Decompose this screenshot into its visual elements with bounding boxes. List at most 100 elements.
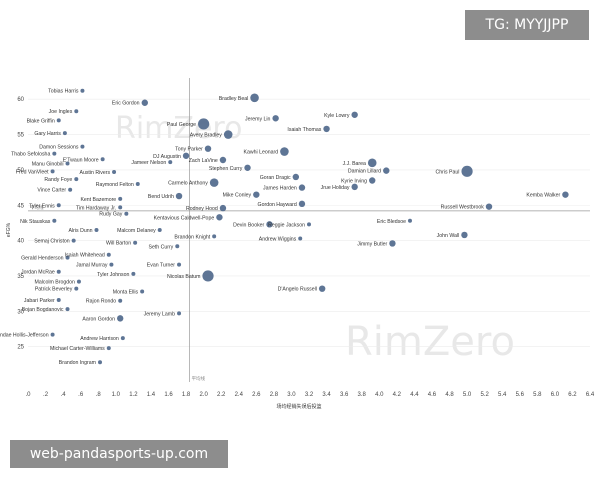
- point-label: Aaron Gordon: [82, 316, 115, 322]
- point-label: Jeremy Lin: [245, 116, 270, 122]
- point-label: Alris Dunn: [69, 228, 93, 234]
- data-point: [62, 131, 67, 136]
- point-label: Bradley Beal: [219, 96, 248, 102]
- data-point: [131, 271, 136, 276]
- point-label: Jamal Murray: [76, 263, 108, 269]
- point-label: Kyrie Irving: [341, 179, 367, 185]
- x-tick-label: 2.8: [270, 392, 279, 398]
- point-label: Jeremy Lamb: [144, 311, 176, 317]
- point-label: Austin Rivers: [79, 170, 110, 176]
- point-label: James Harden: [263, 186, 297, 192]
- x-tick-label: 5.4: [498, 392, 507, 398]
- data-point: [112, 170, 117, 175]
- data-point: [94, 228, 99, 232]
- data-point: [68, 187, 73, 192]
- data-point: [120, 336, 125, 341]
- point-label: Tyler Ennis: [29, 203, 55, 209]
- x-tick-label: 4.8: [445, 392, 454, 398]
- data-point: [298, 200, 306, 208]
- x-tick-label: 5.6: [516, 392, 525, 398]
- point-label: DJ Augustin: [153, 154, 181, 160]
- point-label: Joe Ingles: [49, 109, 73, 115]
- data-point: [74, 286, 79, 291]
- point-label: Brandon Ingram: [59, 360, 96, 366]
- data-point: [216, 214, 223, 221]
- bottom-left-badge: web-pandasports-up.com: [10, 440, 228, 468]
- data-point: [461, 165, 473, 177]
- data-point: [118, 205, 123, 210]
- data-point: [367, 158, 377, 168]
- point-label: Semaj Christon: [34, 239, 70, 245]
- x-tick-label: 4.0: [375, 392, 384, 398]
- point-label: Russell Westbrook: [441, 205, 485, 211]
- point-label: Will Barton: [106, 241, 131, 247]
- x-tick-label: 4.2: [393, 392, 402, 398]
- data-point: [212, 234, 217, 239]
- data-point: [52, 218, 57, 223]
- data-point: [100, 157, 105, 162]
- x-tick-label: .8: [96, 392, 102, 398]
- data-point: [562, 191, 569, 198]
- point-label: Rudy Gay: [99, 212, 122, 218]
- watermark-text: RimZero: [345, 319, 515, 365]
- y-tick-label: 45: [17, 203, 24, 209]
- data-point: [383, 167, 390, 174]
- data-point: [307, 222, 311, 227]
- x-tick-label: 1.6: [164, 392, 173, 398]
- point-label: Jimmy Butler: [357, 241, 387, 247]
- data-point: [65, 255, 70, 260]
- data-point: [168, 160, 173, 165]
- data-point: [80, 88, 85, 93]
- data-point: [298, 236, 303, 241]
- data-point: [323, 125, 330, 133]
- point-label: Vince Carter: [37, 188, 66, 194]
- x-tick-label: 5.2: [480, 392, 489, 398]
- data-point: [80, 144, 85, 149]
- point-label: John Wall: [437, 233, 460, 239]
- data-point: [202, 270, 214, 282]
- data-point: [124, 211, 129, 216]
- data-point: [106, 252, 111, 257]
- point-label: Eric Gordon: [112, 101, 140, 107]
- point-labels: Tobias Harris Joe Ingles Blake Griffin Gary…: [0, 89, 560, 366]
- watermark-group: RimZero RimZero: [115, 111, 515, 365]
- data-point: [118, 196, 123, 201]
- point-label: Isaiah Thomas: [287, 127, 321, 133]
- point-label: Jameer Nelson: [131, 160, 166, 166]
- data-point: [98, 360, 103, 365]
- point-label: Damian Lillard: [348, 169, 381, 175]
- point-label: Jabari Parker: [24, 298, 55, 304]
- data-point: [50, 332, 55, 337]
- point-label: Isaiah Whitehead: [65, 253, 105, 259]
- data-point: [407, 218, 412, 223]
- point-label: Thabo Sefolosha: [11, 152, 50, 158]
- data-point: [351, 183, 358, 191]
- data-point: [219, 156, 227, 164]
- point-label: Monta Ellis: [113, 290, 139, 296]
- data-point: [266, 221, 273, 228]
- point-label: Randy Foye: [44, 177, 72, 183]
- data-point: [177, 262, 182, 267]
- x-tick-label: 5.0: [463, 392, 472, 398]
- point-label: Kawhi Leonard: [244, 150, 279, 156]
- data-point: [65, 307, 70, 312]
- point-label: Tim Hardaway Jr.: [76, 205, 116, 211]
- x-tick-label: 3.8: [358, 392, 367, 398]
- point-label: E'Twaun Moore: [63, 157, 99, 163]
- x-tick-label: .4: [61, 392, 67, 398]
- x-tick-label: 4.4: [410, 392, 419, 398]
- data-point: [74, 177, 79, 182]
- point-label: Gordon Hayward: [258, 202, 297, 208]
- point-label: Gary Harris: [34, 131, 61, 137]
- data-point: [117, 315, 124, 322]
- data-point: [157, 228, 162, 232]
- data-points: [50, 88, 569, 365]
- data-point: [389, 240, 396, 247]
- data-point: [65, 161, 70, 166]
- point-label: Tony Parker: [175, 147, 203, 153]
- data-point: [106, 346, 111, 351]
- x-tick-labels: .0 .2 .4 .6 .8 1.0 1.2 1.4 1.6 1.8 2.0 2.2 2.4 2.6 2.8…: [25, 392, 594, 398]
- x-tick-label: .0: [25, 392, 31, 398]
